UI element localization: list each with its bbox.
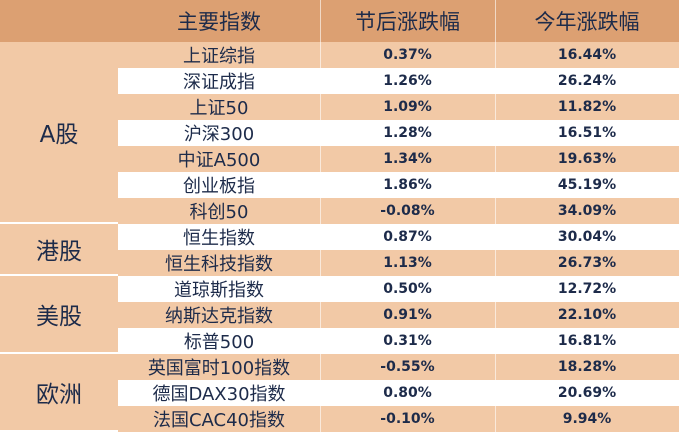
header-spacer [0, 0, 118, 42]
ytd-change: 30.04% [557, 229, 617, 245]
index-name: 沪深300 [183, 124, 255, 145]
ytd-change: 16.51% [557, 125, 617, 141]
ytd-change: 20.69% [557, 385, 617, 401]
index-name: 纳斯达克指数 [165, 306, 273, 327]
table-row: 标普500 0.31% 16.81% [118, 328, 679, 354]
table-row: 法国CAC40指数 -0.10% 9.94% [118, 406, 679, 432]
table-row: 创业板指 1.86% 45.19% [118, 172, 679, 198]
index-name: 上证50 [189, 98, 249, 119]
index-name: 法国CAC40指数 [152, 410, 286, 431]
ytd-change: 45.19% [557, 177, 617, 193]
index-name: 恒生指数 [183, 228, 255, 249]
region-label: 港股 [0, 224, 118, 276]
column-divider [320, 0, 321, 446]
holiday-change: 0.91% [383, 307, 432, 323]
holiday-change: -0.08% [380, 203, 435, 219]
index-name: 道琼斯指数 [174, 280, 264, 301]
table-row: 德国DAX30指数 0.80% 20.69% [118, 380, 679, 406]
index-name: 深证成指 [183, 72, 255, 93]
holiday-change: -0.10% [380, 411, 435, 427]
table-row: 恒生指数 0.87% 30.04% [118, 224, 679, 250]
holiday-change: 1.34% [383, 151, 432, 167]
ytd-change: 11.82% [557, 99, 617, 115]
holiday-change: 0.87% [383, 229, 432, 245]
ytd-change: 26.24% [557, 73, 617, 89]
ytd-change: 22.10% [557, 307, 617, 323]
index-name: 上证综指 [183, 46, 255, 67]
table-row: 恒生科技指数 1.13% 26.73% [118, 250, 679, 276]
region-label: 欧洲 [0, 354, 118, 432]
holiday-change: 1.13% [383, 255, 432, 271]
holiday-change: 0.37% [383, 47, 432, 63]
holiday-change: 1.28% [383, 125, 432, 141]
holiday-change: -0.55% [380, 359, 435, 375]
table-row: 科创50 -0.08% 34.09% [118, 198, 679, 224]
table-row: 道琼斯指数 0.50% 12.72% [118, 276, 679, 302]
index-name: 创业板指 [183, 176, 255, 197]
index-name: 科创50 [189, 202, 249, 223]
ytd-change: 16.44% [557, 47, 617, 63]
table-row: 沪深300 1.28% 16.51% [118, 120, 679, 146]
ytd-change: 26.73% [557, 255, 617, 271]
index-name: 德国DAX30指数 [152, 384, 286, 405]
holiday-change: 0.50% [383, 281, 432, 297]
index-name: 英国富时100指数 [147, 358, 291, 379]
index-name: 标普500 [183, 332, 255, 353]
holiday-change: 0.31% [383, 333, 432, 349]
region-label: A股 [0, 42, 118, 224]
index-name: 中证A500 [177, 150, 261, 171]
holiday-change: 1.09% [383, 99, 432, 115]
table-row: 中证A500 1.34% 19.63% [118, 146, 679, 172]
table-row: 上证综指 0.37% 16.44% [118, 42, 679, 68]
table-row: 纳斯达克指数 0.91% 22.10% [118, 302, 679, 328]
table-row: 英国富时100指数 -0.55% 18.28% [118, 354, 679, 380]
ytd-change: 9.94% [562, 411, 612, 427]
ytd-change: 19.63% [557, 151, 617, 167]
table-row: 上证50 1.09% 11.82% [118, 94, 679, 120]
region-label: 美股 [0, 276, 118, 354]
column-divider [495, 0, 496, 446]
holiday-change: 1.86% [383, 177, 432, 193]
table-row: 深证成指 1.26% 26.24% [118, 68, 679, 94]
header-index: 主要指数 [118, 0, 320, 42]
holiday-change: 0.80% [383, 385, 432, 401]
header-ytd-change: 今年涨跌幅 [495, 0, 679, 42]
ytd-change: 12.72% [557, 281, 617, 297]
ytd-change: 34.09% [557, 203, 617, 219]
header-holiday-change: 节后涨跌幅 [320, 0, 495, 42]
ytd-change: 18.28% [557, 359, 617, 375]
ytd-change: 16.81% [557, 333, 617, 349]
index-name: 恒生科技指数 [165, 254, 273, 275]
holiday-change: 1.26% [383, 73, 432, 89]
